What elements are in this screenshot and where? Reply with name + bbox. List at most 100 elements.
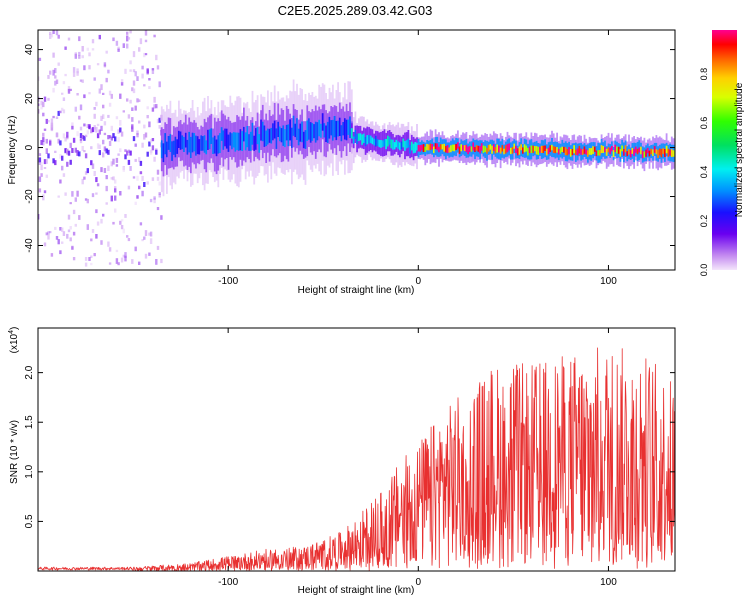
spectrogram-cell <box>537 146 540 155</box>
x-tick-label: -100 <box>218 276 238 287</box>
spectrogram-cell <box>373 138 376 146</box>
spectrogram-cell <box>446 145 449 154</box>
spectrogram-cell <box>98 129 101 135</box>
spectrogram-cell <box>107 241 110 247</box>
spectrogram-cell <box>83 94 86 99</box>
spectrogram-cell <box>155 54 158 61</box>
spectrogram-cell <box>508 143 511 151</box>
spectrogram-cell <box>542 145 545 153</box>
spectrogram-cell <box>132 176 136 179</box>
spectrogram-cell <box>84 153 88 159</box>
spectrogram-cell <box>506 144 509 153</box>
spectrogram-cell <box>626 151 629 157</box>
spectrogram-cell <box>323 123 326 138</box>
spectrogram-cell <box>38 214 40 220</box>
spectrogram-cell <box>122 166 125 172</box>
y-tick-label: 1.0 <box>24 464 35 478</box>
spectrogram-cell <box>337 120 339 137</box>
colorbar-gradient <box>712 30 737 270</box>
spectrogram-cell <box>294 123 297 138</box>
spectrogram-cell <box>144 53 148 56</box>
spectrogram-cell <box>114 136 117 142</box>
spectrogram-cell <box>64 46 67 50</box>
spectrogram-cell <box>143 52 146 58</box>
spectrogram-cell <box>96 123 100 127</box>
spectrogram-cell <box>108 102 112 107</box>
spectrogram-cell <box>213 135 216 154</box>
spectrogram-cell <box>81 55 84 59</box>
spectrogram-cell <box>672 150 675 157</box>
spectrogram-cell <box>400 141 403 150</box>
spectrogram-cell <box>138 261 141 265</box>
spectrogram-cell <box>131 124 134 130</box>
spectrogram-cell <box>453 144 456 152</box>
spectrogram-cell <box>160 258 163 264</box>
spectrogram-cell <box>102 139 105 145</box>
spectrogram-cell <box>103 146 107 152</box>
spectrogram-cell <box>79 139 83 144</box>
spectrogram-cell <box>212 137 214 154</box>
spectrogram-cell <box>49 231 52 234</box>
spectrogram-cell <box>217 135 220 154</box>
spectrogram-cell <box>160 140 163 159</box>
spectrogram-cell <box>535 146 538 155</box>
spectrogram-cell <box>71 148 74 153</box>
spectrogram-cell <box>525 145 528 152</box>
spectrogram-cell <box>585 149 588 155</box>
spectrogram-cell <box>200 135 203 151</box>
spectrogram-cell <box>129 60 132 65</box>
spectrogram-cell <box>149 149 153 155</box>
spectrogram-cell <box>103 168 107 173</box>
spectrogram-cell <box>134 158 137 162</box>
spectrogram-cell <box>76 131 79 137</box>
spectrogram-cell <box>93 107 96 110</box>
spectrogram-cell <box>662 148 665 154</box>
spectrogram-cell <box>93 125 96 130</box>
spectrogram-cell <box>47 231 50 235</box>
spectrogram-cell <box>55 79 59 84</box>
spectrogram-cell <box>42 112 45 117</box>
spectrogram-cell <box>467 146 469 155</box>
spectrogram-cell <box>395 139 398 148</box>
spectrogram-cell <box>146 181 149 185</box>
spectrogram-cell <box>124 252 127 258</box>
spectrogram-cell <box>132 69 136 73</box>
spectrogram-cell <box>160 215 163 220</box>
spectrogram-cell <box>52 69 55 76</box>
spectrogram-cell <box>115 157 119 163</box>
spectrogram-cell <box>93 77 96 81</box>
spectrogram-cell <box>616 146 618 154</box>
spectrogram-cell <box>255 128 257 150</box>
spectrogram-cell <box>138 185 141 190</box>
spectrogram-cell <box>38 153 42 157</box>
spectrogram-cell <box>153 96 156 103</box>
spectrogram-cell <box>183 136 185 152</box>
spectrogram-cell <box>569 149 572 157</box>
spectrogram-cell <box>114 179 117 184</box>
y-tick-label: 40 <box>24 44 35 56</box>
spectrogram-cell <box>57 34 60 39</box>
spectrogram-cell <box>587 150 589 157</box>
spectrogram-cell <box>176 139 179 154</box>
spectrogram-cells <box>38 30 675 267</box>
spectrogram-cell <box>667 148 670 157</box>
spectrogram-cell <box>62 173 66 177</box>
spectrogram-cell <box>146 115 149 119</box>
spectrogram-cell <box>105 175 108 180</box>
spectrogram-cell <box>114 188 117 193</box>
spectrogram-cell <box>513 143 516 149</box>
spectrogram-cell <box>105 185 108 192</box>
spectrogram-cell <box>515 145 517 153</box>
spectrogram-cell <box>148 141 151 147</box>
spectrogram-cell <box>86 47 89 51</box>
spectrogram-cell <box>158 81 161 88</box>
spectrogram-cell <box>84 257 88 261</box>
spectrogram-cell <box>127 149 131 153</box>
spectrogram-cell <box>251 122 254 145</box>
spectrogram-cell <box>96 143 100 149</box>
spectrogram-cell <box>90 146 93 150</box>
spectrogram-cell <box>74 52 77 57</box>
spectrogram-cell <box>43 242 47 247</box>
spectrogram-cell <box>131 87 134 92</box>
spectrogram-cell <box>127 185 131 190</box>
